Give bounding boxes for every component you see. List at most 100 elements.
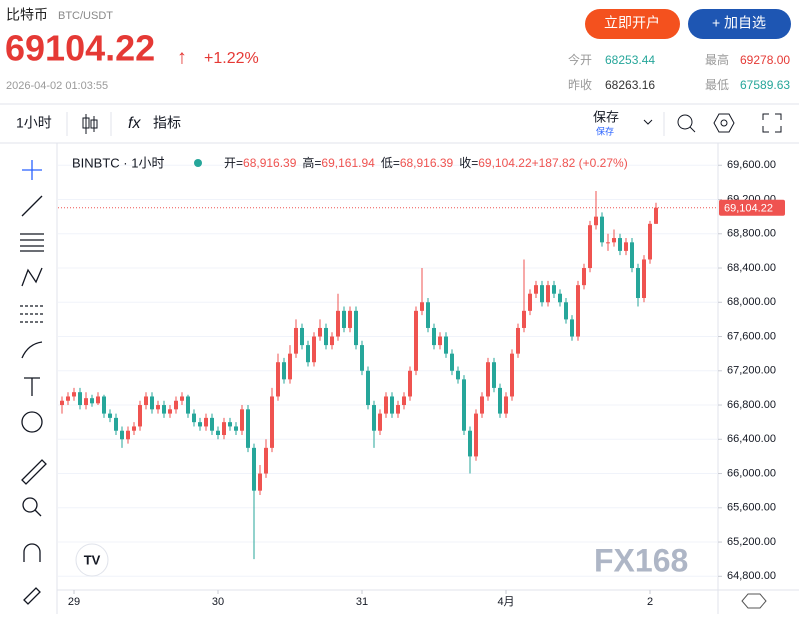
candle-body bbox=[96, 396, 100, 404]
change: +1.22% bbox=[204, 50, 259, 67]
stat-value: 67589.63 bbox=[740, 78, 790, 92]
candle-body bbox=[324, 327, 328, 346]
candle-body bbox=[162, 405, 166, 414]
candle-body bbox=[618, 238, 622, 251]
candle-body bbox=[402, 396, 406, 406]
candle-body bbox=[480, 396, 484, 414]
x-tick-label: 2 bbox=[647, 596, 653, 608]
candle-body bbox=[114, 417, 118, 431]
settings-icon[interactable] bbox=[713, 113, 735, 133]
candle-body bbox=[546, 285, 550, 303]
pattern-tool[interactable] bbox=[21, 267, 43, 287]
zoom-tool[interactable] bbox=[22, 497, 38, 513]
candle-body bbox=[234, 426, 238, 431]
candle-body bbox=[516, 327, 520, 354]
coin-name: 比特币 bbox=[6, 7, 48, 23]
pair: BTC/USDT bbox=[58, 10, 113, 22]
candle-body bbox=[192, 413, 196, 423]
candle-body bbox=[204, 417, 208, 427]
candle-body bbox=[366, 370, 370, 406]
candle-body bbox=[648, 223, 652, 260]
candle-body bbox=[492, 362, 496, 388]
candle-body bbox=[642, 259, 646, 298]
candle-body bbox=[408, 370, 412, 397]
candle-body bbox=[372, 405, 376, 431]
candle-body bbox=[564, 302, 568, 320]
emoji-tool[interactable] bbox=[21, 411, 43, 433]
legend-label: 高= bbox=[302, 155, 321, 170]
candle-body bbox=[540, 285, 544, 303]
y-tick-label: 66,000.00 bbox=[727, 467, 776, 479]
drawing-toolbar bbox=[20, 160, 47, 605]
candle-body bbox=[144, 396, 148, 406]
price: 69104.22 bbox=[5, 28, 155, 69]
candle-body bbox=[432, 327, 436, 346]
candle-body bbox=[414, 310, 418, 371]
fullscreen-icon[interactable] bbox=[762, 113, 782, 133]
candle-body bbox=[216, 430, 220, 436]
text-tool[interactable] bbox=[24, 377, 40, 396]
candle-body bbox=[624, 242, 628, 251]
candle-body bbox=[108, 413, 112, 418]
candle-body bbox=[138, 405, 142, 427]
y-tick-label: 65,200.00 bbox=[727, 536, 776, 548]
brush-tool[interactable] bbox=[21, 341, 43, 359]
candle-body bbox=[582, 268, 586, 286]
interval[interactable]: 1小时 bbox=[16, 115, 52, 131]
crosshair-tool[interactable] bbox=[22, 160, 42, 180]
candle-body bbox=[336, 310, 340, 337]
save[interactable]: 保存 bbox=[593, 109, 619, 124]
y-tick-label: 68,800.00 bbox=[727, 228, 776, 240]
candle-body bbox=[84, 398, 88, 406]
candle-body bbox=[198, 422, 202, 427]
y-tick-label: 67,600.00 bbox=[727, 330, 776, 342]
open-account-button[interactable] bbox=[585, 9, 680, 39]
candle-icon[interactable] bbox=[82, 114, 98, 134]
candle-body bbox=[636, 268, 640, 298]
lock-tool[interactable] bbox=[23, 587, 41, 605]
fx-icon[interactable]: fx bbox=[128, 115, 141, 132]
candle-body bbox=[522, 310, 526, 328]
candle-body bbox=[384, 396, 388, 414]
stat-value: 68253.44 bbox=[605, 53, 655, 67]
candle-body bbox=[342, 310, 346, 328]
watchlist-button[interactable] bbox=[688, 9, 791, 39]
x-tick-label: 31 bbox=[356, 596, 368, 608]
candle-body bbox=[240, 409, 244, 431]
candle-body bbox=[252, 447, 256, 491]
legend-label: 开= bbox=[224, 156, 243, 170]
alert-icon[interactable] bbox=[677, 114, 696, 133]
chevron[interactable] bbox=[643, 119, 653, 125]
candle-body bbox=[228, 422, 232, 427]
x-tick-label: 30 bbox=[212, 596, 224, 608]
open-account-label[interactable]: 立即开户 bbox=[604, 15, 660, 31]
line-tool[interactable] bbox=[21, 195, 43, 217]
candle-body bbox=[528, 293, 532, 311]
candle-body bbox=[258, 473, 262, 491]
y-tick-label: 66,400.00 bbox=[727, 433, 776, 445]
forecast-tool[interactable] bbox=[20, 305, 44, 323]
legend-label: 低= bbox=[381, 156, 400, 170]
candle-body bbox=[288, 353, 292, 380]
indicators[interactable]: 指标 bbox=[153, 115, 181, 131]
candle-body bbox=[186, 396, 190, 414]
stat-label: 最低 bbox=[705, 78, 729, 92]
magnet-tool[interactable] bbox=[23, 543, 41, 562]
candle-body bbox=[150, 396, 154, 410]
settings-icon-dot bbox=[720, 119, 728, 127]
axis-settings-icon[interactable] bbox=[741, 593, 767, 609]
x-tick-label: 29 bbox=[68, 596, 80, 608]
ruler-tool[interactable] bbox=[21, 459, 47, 485]
watchlist-label[interactable]: + 加自选 bbox=[712, 15, 766, 31]
candle-body bbox=[612, 238, 616, 243]
y-tick-label: 65,600.00 bbox=[727, 502, 776, 514]
symbol: BINBTC · 1小时 bbox=[72, 155, 164, 170]
candle-body bbox=[156, 405, 160, 410]
legend-value: 69,161.94 bbox=[321, 156, 375, 170]
status-dot bbox=[194, 159, 202, 167]
candle-body bbox=[450, 353, 454, 371]
fib-tool[interactable] bbox=[20, 233, 44, 252]
candle-body bbox=[576, 285, 580, 337]
candle-body bbox=[654, 207, 658, 224]
